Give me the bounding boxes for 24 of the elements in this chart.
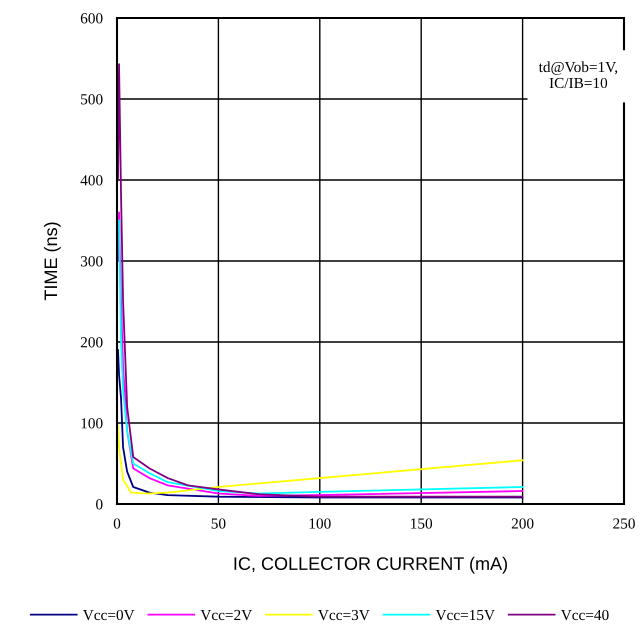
- legend-label: Vcc=0V: [82, 610, 134, 620]
- y-axis-title: TIME (ns): [44, 222, 61, 300]
- y-tick-label: 500: [81, 94, 103, 104]
- x-tick-label: 100: [310, 518, 331, 529]
- legend-label: Vcc=3V: [318, 610, 370, 620]
- x-tick-label: 200: [512, 518, 534, 529]
- x-tick-label: 250: [613, 518, 635, 529]
- line-series: [117, 63, 524, 498]
- y-tick-label: 200: [80, 337, 103, 348]
- y-tick-label: 100: [82, 418, 103, 428]
- y-tick-label: 300: [80, 256, 103, 266]
- line-series: [117, 349, 524, 498]
- x-tick-label: 150: [411, 518, 432, 529]
- legend-label: Vcc=2V: [200, 610, 252, 620]
- legend-label: Vcc=15V: [436, 610, 495, 620]
- line-series: [117, 425, 524, 494]
- y-tick-label: 0: [96, 499, 103, 510]
- annotation: td@Vob=1V, IC/IB=10: [538, 61, 618, 88]
- y-tick-label: 600: [80, 13, 103, 24]
- x-tick-label: 0: [114, 518, 120, 529]
- x-tick-label: 50: [212, 518, 226, 529]
- x-axis-title: IC, COLLECTOR CURRENT (mA): [234, 556, 507, 574]
- legend-label: Vcc=40: [560, 610, 609, 620]
- y-tick-label: 400: [80, 175, 103, 186]
